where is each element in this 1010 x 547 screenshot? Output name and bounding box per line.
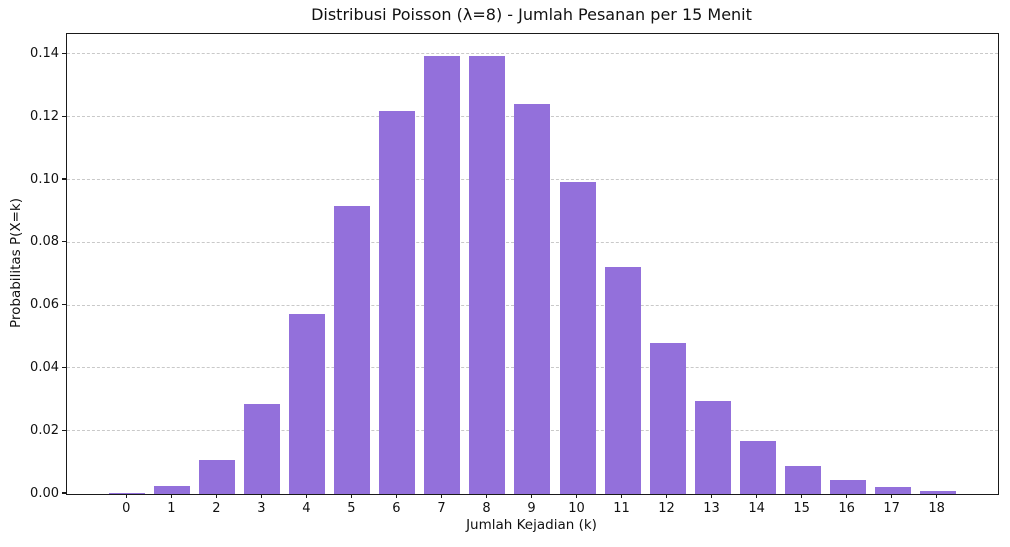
y-tick-mark <box>62 115 66 117</box>
x-tick-mark <box>575 494 578 499</box>
x-tick-label: 10 <box>568 501 585 516</box>
x-tick-label: 15 <box>793 501 810 516</box>
bar-k12 <box>649 342 686 494</box>
bar-k14 <box>739 440 776 494</box>
x-tick-mark <box>215 494 218 499</box>
x-tick-label: 3 <box>257 501 266 516</box>
x-tick-label: 0 <box>122 501 131 516</box>
x-tick-label: 12 <box>658 501 675 516</box>
y-tick-label: 0.02 <box>30 422 59 438</box>
x-tick-mark <box>890 494 893 499</box>
x-tick-mark <box>485 494 488 499</box>
chart-title: Distribusi Poisson (λ=8) - Jumlah Pesana… <box>311 5 752 24</box>
x-tick-label: 18 <box>928 501 945 516</box>
x-tick-mark <box>665 494 668 499</box>
bar-k6 <box>379 110 416 494</box>
bar-k5 <box>334 206 371 494</box>
bar-k17 <box>874 487 911 494</box>
x-tick-mark <box>125 494 128 499</box>
bar-k3 <box>244 404 281 494</box>
x-tick-label: 9 <box>527 501 536 516</box>
bar-k13 <box>694 401 731 494</box>
bar-k0 <box>109 492 146 494</box>
bar-k10 <box>559 182 596 494</box>
y-tick-label: 0.14 <box>30 45 59 61</box>
x-tick-mark <box>845 494 848 499</box>
y-tick-label: 0.00 <box>30 485 59 501</box>
x-tick-label: 7 <box>437 501 446 516</box>
bar-k15 <box>784 465 821 494</box>
y-tick-mark <box>62 178 66 180</box>
x-tick-label: 2 <box>212 501 221 516</box>
y-gridline <box>67 53 998 55</box>
x-tick-mark <box>395 494 398 499</box>
x-tick-mark <box>710 494 713 499</box>
bar-k16 <box>829 479 866 494</box>
x-tick-label: 8 <box>482 501 491 516</box>
x-tick-label: 5 <box>347 501 356 516</box>
bar-k11 <box>604 267 641 494</box>
y-tick-mark <box>62 303 66 306</box>
y-tick-label: 0.04 <box>30 359 59 375</box>
x-tick-label: 17 <box>883 501 900 516</box>
bar-k4 <box>289 314 326 494</box>
x-tick-mark <box>170 494 173 499</box>
plot-area <box>66 33 999 495</box>
x-tick-mark <box>530 494 533 499</box>
x-tick-mark <box>800 494 803 499</box>
bar-k8 <box>469 55 506 494</box>
x-tick-mark <box>305 494 308 499</box>
x-tick-mark <box>350 494 353 499</box>
x-tick-mark <box>440 494 443 499</box>
y-tick-label: 0.08 <box>30 234 59 250</box>
y-tick-mark <box>62 52 66 55</box>
x-tick-mark <box>755 494 758 499</box>
y-tick-mark <box>62 492 66 494</box>
x-tick-label: 14 <box>748 501 765 516</box>
bar-k1 <box>154 485 191 494</box>
y-tick-mark <box>62 429 66 431</box>
y-tick-mark <box>62 366 66 369</box>
x-tick-mark <box>935 494 938 499</box>
x-tick-label: 16 <box>838 501 855 516</box>
x-axis-label: Jumlah Kejadian (k) <box>466 517 597 533</box>
x-tick-label: 13 <box>703 501 720 516</box>
x-tick-label: 4 <box>302 501 311 516</box>
bar-k7 <box>424 55 461 494</box>
y-tick-label: 0.10 <box>30 171 59 187</box>
x-tick-mark <box>620 494 623 499</box>
x-tick-label: 1 <box>167 501 176 516</box>
y-tick-label: 0.12 <box>30 108 59 124</box>
bar-k9 <box>514 104 551 494</box>
x-tick-label: 6 <box>392 501 401 516</box>
bar-k2 <box>199 460 236 494</box>
x-tick-label: 11 <box>613 501 630 516</box>
y-tick-label: 0.06 <box>30 297 59 313</box>
x-tick-mark <box>260 494 263 499</box>
bar-k18 <box>919 491 956 494</box>
y-tick-mark <box>62 241 66 243</box>
